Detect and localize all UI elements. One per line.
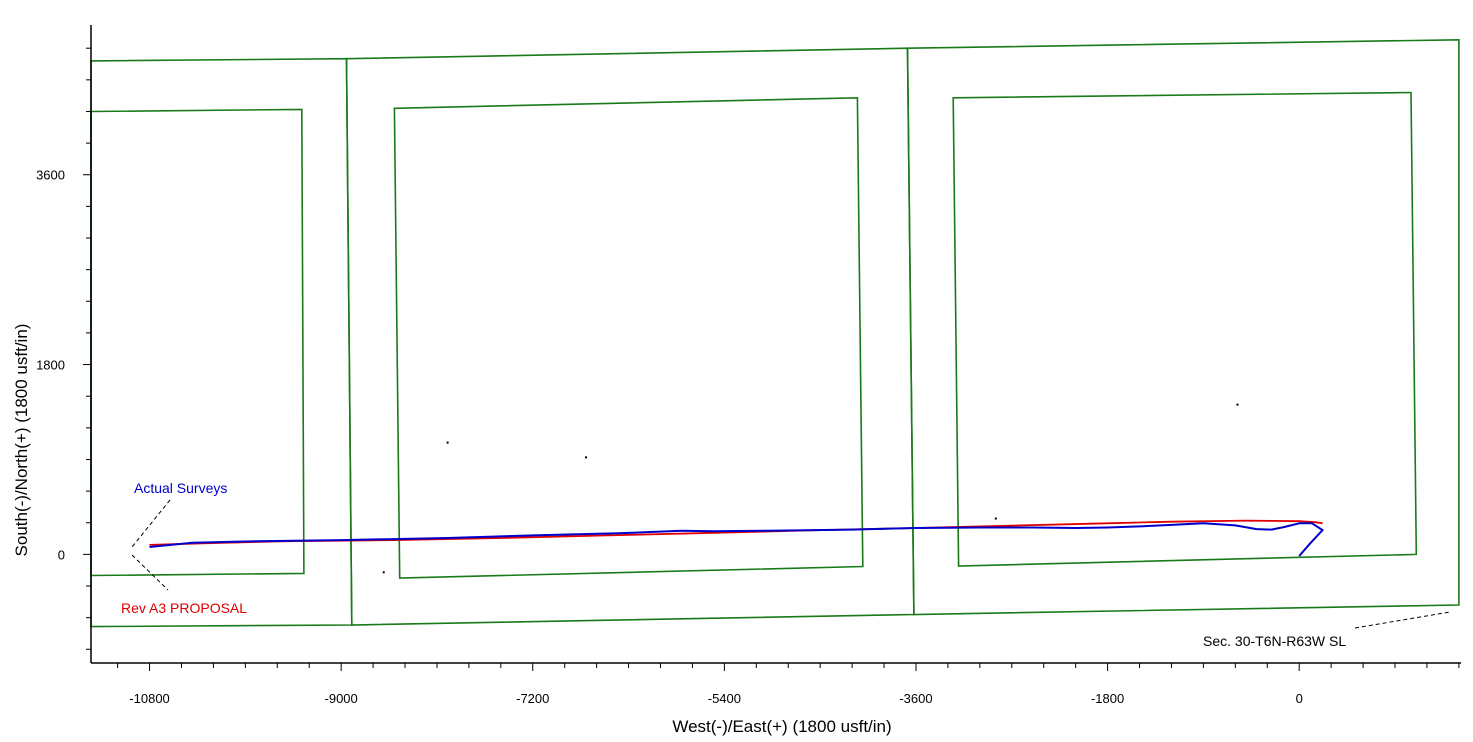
y-tick-label: 3600: [36, 168, 65, 183]
section-label: Sec. 30-T6N-R63W SL: [1203, 633, 1346, 649]
section-leader: [1354, 611, 1451, 629]
x-tick-label: -1800: [1091, 691, 1124, 706]
actual-surveys-leader: [131, 499, 171, 548]
y-tick-label: 1800: [36, 358, 65, 373]
annotations: Actual Surveys Rev A3 PROPOSAL Sec. 30-T…: [121, 480, 1451, 649]
axes: -10800 -9000 -7200 -5400 -3600 -1800 0 0 1800 360…: [36, 25, 1461, 706]
lease-polygon-6: [952, 91, 1418, 567]
x-tick-label: -9000: [325, 691, 358, 706]
lease-polygon-3: [906, 38, 1460, 616]
x-tick-label: 0: [1296, 691, 1303, 706]
scattered-points: [382, 403, 1239, 574]
scatter-point-1: [446, 441, 449, 444]
scatter-point-3: [382, 571, 385, 574]
proposal-label: Rev A3 PROPOSAL: [121, 600, 247, 616]
scatter-point-4: [994, 517, 997, 520]
x-tick-label: -7200: [516, 691, 549, 706]
actual-surveys-line: [149, 522, 1324, 557]
scatter-point-5: [1236, 403, 1239, 406]
y-axis-title: South(-)/North(+) (1800 usft/in): [12, 324, 31, 557]
proposal-leader: [131, 554, 169, 591]
x-tick-label: -10800: [129, 691, 169, 706]
lease-polygon-5: [393, 96, 864, 579]
x-axis-title: West(-)/East(+) (1800 usft/in): [672, 717, 891, 736]
well-paths: [149, 519, 1324, 557]
y-tick-label: 0: [58, 547, 65, 562]
scatter-point-2: [584, 456, 587, 459]
x-tick-label: -5400: [708, 691, 741, 706]
actual-surveys-label: Actual Surveys: [134, 480, 227, 496]
lease-boundaries: [90, 38, 1460, 628]
x-tick-label: -3600: [899, 691, 932, 706]
lease-polygon-4: [90, 108, 305, 577]
